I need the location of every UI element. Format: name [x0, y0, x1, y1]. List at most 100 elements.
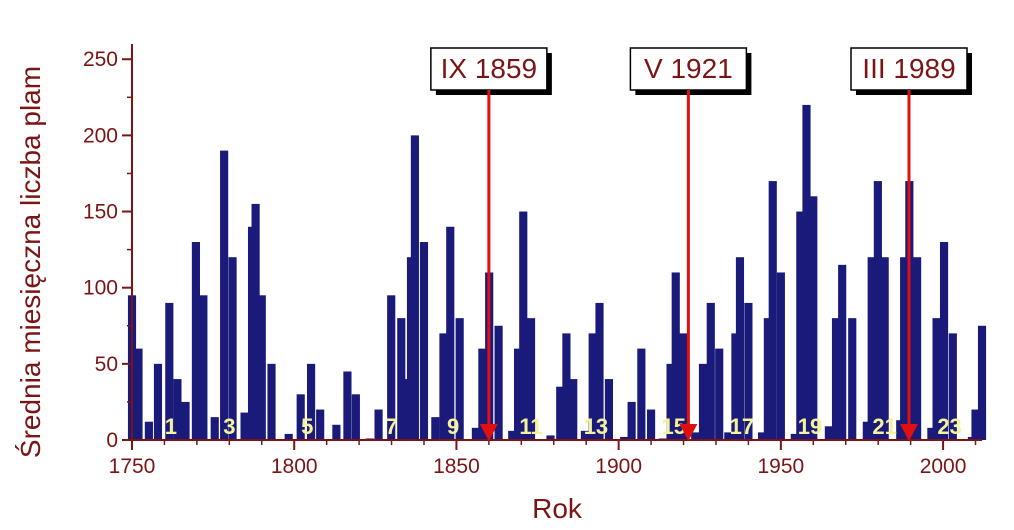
bar — [735, 257, 745, 440]
bar — [698, 363, 708, 440]
bar — [569, 379, 578, 440]
annotation-arrow-head — [479, 424, 498, 441]
bar — [637, 348, 646, 440]
bar — [873, 181, 882, 440]
bar — [199, 295, 208, 440]
bar — [666, 363, 675, 440]
bar — [228, 257, 237, 440]
bar — [494, 325, 503, 440]
bar — [431, 417, 440, 440]
annotation-label: III 1989 — [862, 53, 955, 84]
bar — [595, 302, 604, 440]
bar — [939, 242, 949, 440]
bar — [838, 264, 847, 440]
x-tick-label: 1950 — [757, 455, 804, 478]
bar — [478, 348, 487, 440]
cycle-label: 1 — [165, 414, 177, 439]
y-tick-label: 250 — [83, 48, 118, 71]
cycle-label: 11 — [519, 414, 542, 439]
bar — [580, 430, 589, 440]
bar — [316, 409, 325, 440]
bar — [374, 409, 383, 440]
bars-layer — [127, 104, 987, 441]
cycle-label: 21 — [872, 414, 896, 439]
cycle-label: 13 — [584, 414, 608, 439]
x-tick-label: 1750 — [109, 455, 156, 478]
bar — [790, 433, 799, 440]
bar — [332, 424, 341, 440]
bar — [173, 379, 182, 440]
cycle-label: 9 — [447, 414, 459, 439]
bar — [399, 379, 408, 440]
bar — [671, 272, 680, 440]
bar — [724, 432, 733, 440]
bar — [679, 333, 688, 440]
bar — [397, 318, 406, 440]
bar — [862, 421, 871, 440]
annotation-label: V 1921 — [644, 53, 733, 84]
bar — [471, 427, 480, 440]
bar — [971, 409, 980, 440]
bar — [191, 242, 200, 440]
bar — [763, 318, 772, 440]
bar — [913, 257, 922, 440]
annotation-arrow-head — [900, 424, 919, 441]
bar — [165, 302, 174, 440]
bar — [307, 363, 316, 440]
annotation-arrow-head — [679, 424, 698, 441]
y-tick-label: 50 — [95, 353, 118, 376]
bar — [824, 426, 833, 440]
ticks: 1750 1800 1850 1900 1950 2000 0 50 100 150 200 250 — [83, 48, 977, 478]
bar — [867, 257, 876, 440]
bar — [831, 318, 841, 440]
bar — [251, 203, 260, 440]
bar — [809, 196, 818, 440]
x-axis-title: Rok — [532, 493, 583, 524]
bar — [387, 295, 396, 440]
bar — [351, 394, 360, 440]
bar — [153, 363, 163, 440]
annotation-box — [430, 47, 548, 91]
bar — [514, 348, 523, 440]
cycle-label: 23 — [937, 414, 961, 439]
bar — [526, 318, 536, 440]
axes — [131, 44, 982, 441]
x-tick-label: 1900 — [595, 455, 642, 478]
bar — [757, 432, 767, 440]
y-tick-label: 200 — [83, 124, 118, 147]
bar — [181, 401, 190, 440]
bar — [620, 436, 629, 440]
bar — [731, 333, 740, 440]
bar — [343, 371, 352, 440]
x-tick-label: 2000 — [920, 455, 967, 478]
y-tick-label: 100 — [83, 277, 118, 300]
x-tick-label: 1850 — [433, 455, 480, 478]
bar — [768, 181, 777, 440]
bar — [932, 318, 941, 440]
bar — [446, 226, 455, 440]
bar — [744, 302, 753, 440]
cycle-label: 7 — [385, 414, 397, 439]
bar — [562, 333, 571, 440]
y-tick-label: 150 — [83, 201, 118, 224]
bar — [776, 272, 785, 440]
bar — [257, 295, 266, 440]
bar — [604, 379, 613, 440]
bar — [220, 150, 229, 440]
bar — [880, 257, 889, 440]
bar — [284, 433, 293, 440]
y-tick-label: 0 — [106, 429, 118, 452]
bar — [240, 412, 249, 440]
cycle-label: 5 — [301, 414, 313, 439]
bar — [419, 242, 429, 440]
cycle-labels: 1 3 5 7 9 11 13 15 17 19 21 23 — [165, 414, 962, 439]
bar — [796, 211, 805, 440]
bar — [134, 348, 143, 440]
bar — [900, 257, 909, 440]
bar — [691, 432, 700, 440]
bar — [556, 386, 565, 440]
bar — [927, 427, 936, 440]
bar — [439, 333, 448, 440]
bar — [210, 417, 219, 440]
